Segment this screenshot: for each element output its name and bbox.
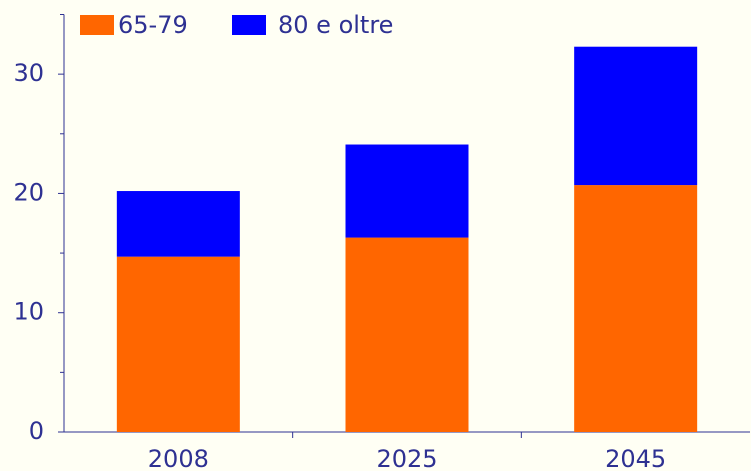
bar-segment: [345, 237, 469, 432]
y-tick-label: 10: [13, 298, 44, 326]
bar-segment: [116, 256, 240, 432]
y-tick-label: 20: [13, 178, 44, 206]
legend-swatch: [80, 15, 114, 35]
legend-label: 65-79: [118, 11, 188, 39]
x-tick-label: 2045: [605, 445, 666, 471]
x-tick-label: 2025: [376, 445, 437, 471]
bar-segment: [116, 191, 240, 257]
x-tick-label: 2008: [148, 445, 209, 471]
legend-label: 80 e oltre: [278, 11, 393, 39]
bar-segment: [345, 144, 469, 238]
y-tick-label: 30: [13, 59, 44, 87]
y-tick-label: 0: [29, 417, 44, 445]
bar-segment: [574, 46, 698, 186]
legend-swatch: [232, 15, 266, 35]
bar-segment: [574, 185, 698, 432]
